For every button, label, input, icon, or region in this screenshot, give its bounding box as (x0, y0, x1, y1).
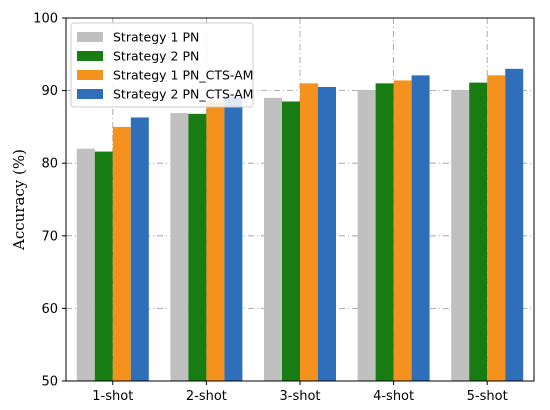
y-tick-label: 70 (41, 229, 58, 244)
x-tick-label: 1-shot (92, 389, 133, 404)
bar-3-shot-series-1 (264, 97, 282, 382)
legend: Strategy 1 PN Strategy 2 PN Strategy 1 PN_… (70, 22, 254, 108)
x-tick-label: 2-shot (186, 389, 227, 404)
y-axis: 50 60 70 80 90 100 (33, 12, 66, 390)
bar-1-shot-series-3 (112, 126, 131, 382)
y-tick-label: 90 (41, 84, 58, 99)
bar-3-shot-series-2 (282, 101, 300, 382)
x-tick-label: 5-shot (467, 389, 508, 404)
bar-4-shot-series-3 (393, 80, 412, 381)
legend-swatch (77, 51, 103, 61)
bar-3-shot-series-3 (300, 83, 318, 381)
bar-1-shot-series-4 (130, 117, 149, 381)
bar-4-shot-series-1 (357, 89, 376, 382)
bar-5-shot-series-4 (505, 68, 524, 381)
y-axis-label: Accuracy (%) (10, 149, 28, 251)
y-tick-label: 100 (33, 12, 58, 27)
y-tick-label: 50 (41, 375, 58, 390)
bars-layer (76, 68, 524, 382)
bar-5-shot-series-3 (487, 75, 506, 381)
legend-swatch (77, 32, 103, 42)
bar-2-shot-series-3 (206, 102, 225, 381)
bar-2-shot-series-1 (170, 113, 189, 381)
legend-swatch (77, 70, 103, 80)
y-tick-label: 60 (41, 302, 58, 317)
bar-2-shot-series-4 (224, 97, 243, 381)
bar-5-shot-series-2 (469, 82, 488, 381)
legend-entry: Strategy 1 PN (113, 30, 199, 45)
bar-3-shot-series-4 (318, 86, 336, 381)
bar-2-shot-series-2 (188, 113, 207, 381)
x-tick-label: 4-shot (373, 389, 414, 404)
bar-1-shot-series-1 (76, 148, 95, 381)
legend-entry: Strategy 2 PN (113, 49, 199, 64)
legend-box (70, 22, 254, 108)
x-tick-label: 3-shot (279, 389, 320, 404)
bar-5-shot-series-1 (451, 89, 470, 382)
bar-1-shot-series-2 (94, 151, 113, 381)
x-axis: 1-shot 2-shot 3-shot 4-shot 5-shot (92, 381, 508, 404)
legend-entry: Strategy 2 PN_CTS-AM (113, 87, 253, 102)
legend-entry: Strategy 1 PN_CTS-AM (113, 68, 253, 83)
bar-4-shot-series-4 (411, 75, 430, 381)
legend-swatch (77, 89, 103, 99)
bar-4-shot-series-2 (375, 83, 394, 381)
y-tick-label: 80 (41, 157, 58, 172)
